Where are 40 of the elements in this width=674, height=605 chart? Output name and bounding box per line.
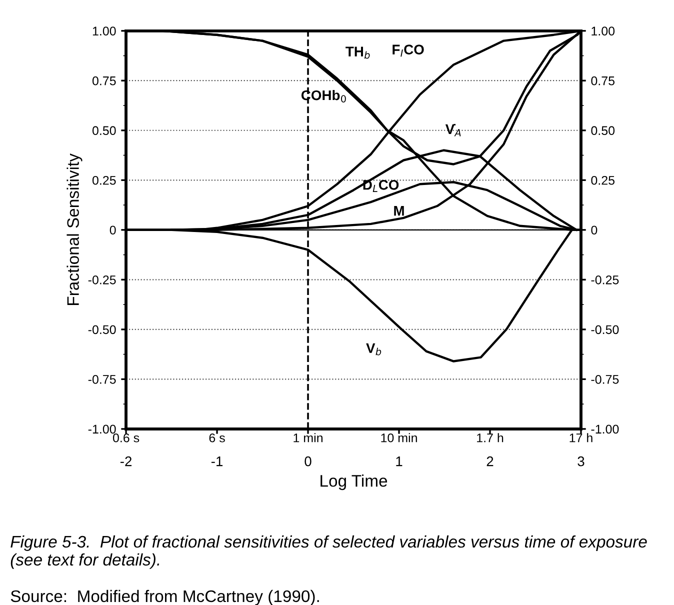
x-tick-label: -2 <box>120 456 132 466</box>
y-tick-label: 0.25 <box>92 176 116 185</box>
series-label: M <box>394 206 404 216</box>
x-tick-label: 2 <box>486 456 494 466</box>
x-tick-label: 3 <box>578 456 584 466</box>
caption: Figure 5-3. Plot of fractional sensitivities of selected variables versus time of exposure (see text for details). <box>10 535 647 569</box>
y2-tick-label: -1.00 <box>591 424 619 434</box>
x-tick-label: 1 <box>396 456 402 466</box>
y2-tick-label: 0.50 <box>591 126 615 136</box>
y2-tick-label: 0.25 <box>591 176 615 185</box>
y-axis-title: Fractional Sensitivity <box>66 154 82 305</box>
text: 1.7 h <box>477 433 504 442</box>
y-tick-label: -0.50 <box>88 325 116 334</box>
y-tick-label: 1.00 <box>92 26 116 36</box>
text: 10 min <box>381 433 417 442</box>
text: 6 s <box>209 433 225 442</box>
y-tick-label: -0.25 <box>88 275 116 284</box>
y-tick-label: -0.75 <box>88 374 116 384</box>
series-label: V$_{b}$ <box>366 343 382 356</box>
y2-tick-label: -0.50 <box>591 325 619 334</box>
series-label: F$_{I}$CO <box>392 44 424 57</box>
series-label: V̇$_{A}$ <box>445 124 461 136</box>
series-label: TH$_{b}$ <box>346 46 370 59</box>
y-tick-label: 0.75 <box>92 76 116 86</box>
y2-tick-label: -0.25 <box>591 275 619 284</box>
series-label: COHb$_{0}$ <box>301 90 346 102</box>
y-tick-label: -1.00 <box>88 424 116 434</box>
y2-tick-label: 0 <box>591 226 598 235</box>
x-axis-title: Log Time <box>320 474 388 490</box>
y2-tick-label: 0.75 <box>591 76 615 86</box>
y2-tick-label: -0.75 <box>591 374 619 384</box>
y-tick-label: 0.50 <box>92 126 116 136</box>
text: 1 min <box>294 433 322 442</box>
text: 0.6 s <box>112 433 140 442</box>
source-note: Source: Modified from McCartney (1990). <box>10 590 319 605</box>
x-tick-label: 0 <box>304 456 312 466</box>
y2-tick-label: 1.00 <box>592 26 615 36</box>
text: 17 h <box>570 433 592 442</box>
y-tick-label: 0 <box>110 226 116 235</box>
x-tick-label: -1 <box>211 456 223 466</box>
